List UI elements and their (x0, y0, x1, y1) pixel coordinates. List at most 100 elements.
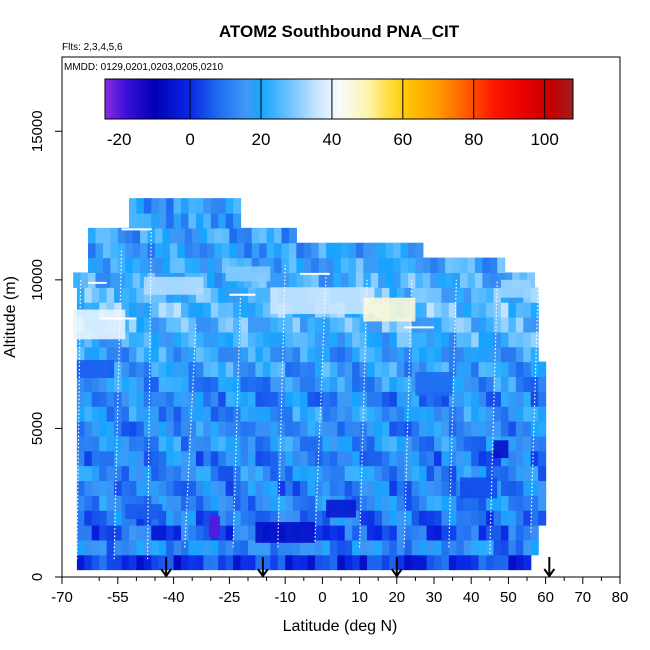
curtain-cell (337, 554, 346, 571)
curtain-cell (114, 421, 123, 437)
curtain-cell (151, 495, 160, 511)
curtain-cell (285, 435, 294, 452)
curtain-cell (225, 317, 234, 333)
curtain-cell (143, 346, 152, 363)
curtain-cell (181, 213, 190, 229)
curtain-cell (471, 302, 480, 318)
curtain-cell (91, 525, 100, 541)
curtain-cell (419, 317, 428, 333)
curtain-cell (117, 227, 126, 244)
curtain-cell (318, 257, 327, 274)
curtain-cell (285, 331, 294, 348)
curtain-cell (500, 391, 509, 407)
curtain-cell (106, 406, 115, 422)
curtain-cell (396, 287, 405, 303)
curtain-cell (508, 331, 517, 348)
curtain-cell (218, 346, 227, 363)
curtain-cell (121, 317, 130, 333)
curtain-cell (173, 525, 182, 541)
curtain-cell (181, 495, 190, 511)
curtain-cell (76, 435, 85, 452)
curtain-cell (158, 554, 167, 571)
curtain-cell (337, 480, 346, 496)
curtain-cell (121, 287, 130, 303)
curtain-cell (140, 257, 149, 274)
curtain-cell (419, 510, 428, 526)
curtain-cell (270, 346, 279, 363)
curtain-cell (307, 480, 316, 496)
curtain-cell (467, 257, 476, 274)
curtain-cell (463, 302, 472, 318)
curtain-cell (463, 361, 472, 378)
curtain-cell (270, 406, 279, 422)
curtain-cell (218, 391, 227, 407)
curtain-cell (441, 317, 450, 333)
curtain-cell (326, 272, 335, 288)
curtain-cell (199, 257, 208, 274)
curtain-cell (493, 331, 502, 348)
curtain-cell (352, 391, 361, 407)
curtain-cell (381, 406, 390, 422)
curtain-cell (352, 421, 361, 437)
curtain-cell (456, 302, 465, 318)
curtain-cell (233, 213, 242, 229)
curtain-cell (467, 272, 476, 288)
curtain-cell (188, 480, 197, 496)
curtain-cell (530, 421, 539, 437)
curtain-cell (125, 272, 134, 288)
curtain-cell (296, 242, 305, 259)
curtain-cell (448, 539, 457, 556)
curtain-cell (307, 450, 316, 467)
curtain-cell (99, 539, 108, 556)
curtain-cell (121, 450, 130, 467)
curtain-cell (91, 450, 100, 467)
curtain-cell (381, 465, 390, 482)
curtain-cell (419, 406, 428, 422)
curtain-cell (136, 539, 145, 556)
curtain-cell (344, 435, 353, 452)
curtain-cell (329, 525, 338, 541)
curtain-cell (266, 242, 275, 259)
curtain-cell (478, 406, 487, 422)
curtain-cell (367, 361, 376, 378)
curtain-anomaly (125, 504, 163, 520)
curtain-cell (530, 450, 539, 467)
curtain-cell (203, 539, 212, 556)
curtain-cell (333, 272, 342, 288)
curtain-cell (367, 376, 376, 392)
curtain-cell (99, 480, 108, 496)
curtain-cell (203, 287, 212, 303)
curtain-cell (292, 406, 301, 422)
curtain-cell (471, 406, 480, 422)
curtain-cell (329, 435, 338, 452)
curtain-cell (523, 495, 532, 511)
curtain-cell (181, 435, 190, 452)
curtain-cell (329, 421, 338, 437)
curtain-cell (76, 450, 85, 467)
curtain-cell (99, 346, 108, 363)
curtain-cell (203, 465, 212, 482)
curtain-cell (143, 361, 152, 378)
curtain-cell (255, 539, 264, 556)
curtain-cell (434, 480, 443, 496)
curtain-cell (530, 525, 539, 541)
curtain-cell (396, 480, 405, 496)
curtain-cell (396, 510, 405, 526)
curtain-cell (292, 391, 301, 407)
curtain-cell (155, 227, 164, 244)
curtain-cell (128, 421, 137, 437)
curtain-cell (411, 465, 420, 482)
curtain-cell (173, 198, 182, 214)
curtain-cell (471, 317, 480, 333)
curtain-cell (270, 421, 279, 437)
curtain-cell (158, 539, 167, 556)
curtain-cell (352, 435, 361, 452)
curtain-cell (478, 465, 487, 482)
curtain-cell (497, 257, 506, 274)
curtain-cell (136, 495, 145, 511)
curtain-cell (381, 361, 390, 378)
curtain-cell (407, 242, 416, 259)
x-tick-label: 10 (351, 589, 368, 606)
curtain-cell (441, 346, 450, 363)
curtain-cell (389, 346, 398, 363)
